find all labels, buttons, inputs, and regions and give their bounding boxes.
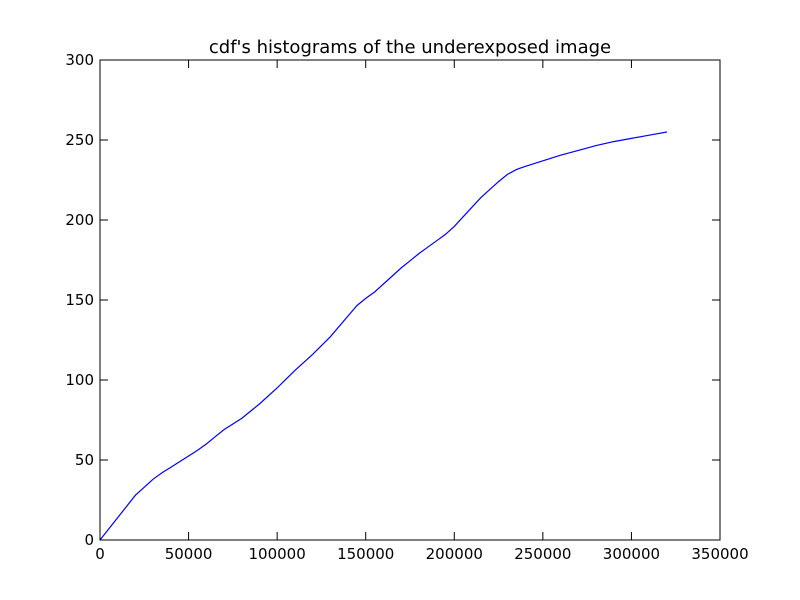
y-tick-label: 100 [65,371,94,389]
x-tick-label: 300000 [603,545,660,563]
x-tick-label: 200000 [426,545,483,563]
y-tick-label: 250 [65,131,94,149]
x-tick-label: 50000 [165,545,213,563]
plot-frame [99,59,721,541]
y-tick-label: 200 [65,211,94,229]
axis-ticks [99,59,721,541]
y-tick-label: 300 [65,51,94,69]
y-tick-label: 50 [75,451,94,469]
y-tick-label: 0 [84,531,94,549]
x-tick-label: 250000 [514,545,571,563]
axis-tick-labels: 0 50000 100000 150000 200000 250000 300000 3500… [65,51,748,563]
x-tick-label: 350000 [691,545,748,563]
series-layer [99,131,668,541]
x-tick-label: 150000 [337,545,394,563]
y-tick-label: 150 [65,291,94,309]
cdf-series-line [99,131,668,541]
x-tick-label: 100000 [249,545,306,563]
chart-title: cdf's histograms of the underexposed ima… [209,37,611,58]
x-tick-label: 0 [95,545,105,563]
